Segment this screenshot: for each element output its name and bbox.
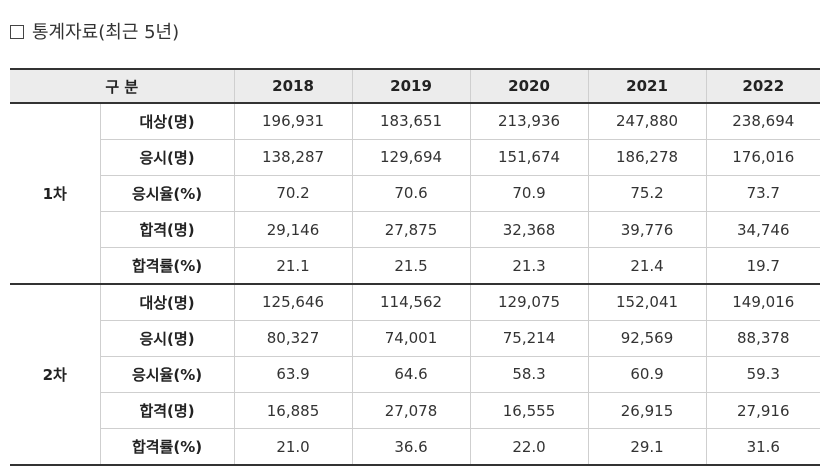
table-cell: 186,278 [587, 138, 707, 176]
row-label: 응시율(%) [100, 174, 235, 213]
group-label: 1차 [10, 102, 101, 285]
table-cell: 32,368 [469, 211, 589, 249]
section-title: 통계자료(최근 5년) [10, 18, 179, 44]
table-cell: 114,562 [351, 283, 471, 321]
table-cell: 59.3 [705, 355, 821, 394]
table-cell: 58.3 [469, 355, 589, 394]
table-cell: 36.6 [351, 428, 471, 466]
table-row: 합격(명) 16,885 27,078 16,555 26,915 27,916 [10, 391, 821, 430]
table-cell: 196,931 [233, 102, 353, 140]
table-cell: 70.2 [233, 174, 353, 213]
table-cell: 125,646 [233, 283, 353, 321]
header-category: 구 분 [10, 68, 235, 104]
table-cell: 29.1 [587, 428, 707, 466]
table-row: 2차 대상(명) 125,646 114,562 129,075 152,041… [10, 283, 821, 466]
table-header-row: 구 분 2018 2019 2020 2021 2022 [10, 68, 821, 104]
table-cell: 247,880 [587, 102, 707, 140]
table-cell: 27,916 [705, 391, 821, 430]
table-row: 합격률(%) 21.1 21.5 21.3 21.4 19.7 [10, 247, 821, 285]
group-label: 2차 [10, 283, 101, 466]
table-cell: 70.9 [469, 174, 589, 213]
table-cell: 151,674 [469, 138, 589, 176]
table-cell: 31.6 [705, 428, 821, 466]
table-row: 1차 대상(명) 196,931 183,651 213,936 247,880… [10, 102, 821, 285]
table-cell: 74,001 [351, 319, 471, 357]
table-row: 응시율(%) 63.9 64.6 58.3 60.9 59.3 [10, 355, 821, 394]
empty-square-icon [10, 24, 24, 39]
header-year: 2022 [705, 68, 821, 104]
table-cell: 70.6 [351, 174, 471, 213]
row-label: 응시(명) [100, 319, 235, 357]
table-cell: 75,214 [469, 319, 589, 357]
table-cell: 16,885 [233, 391, 353, 430]
header-year: 2020 [469, 68, 589, 104]
row-label: 합격률(%) [100, 247, 235, 285]
table-cell: 73.7 [705, 174, 821, 213]
header-year: 2021 [587, 68, 707, 104]
table-cell: 152,041 [587, 283, 707, 321]
table-cell: 19.7 [705, 247, 821, 285]
table-row: 응시율(%) 70.2 70.6 70.9 75.2 73.7 [10, 174, 821, 213]
table-cell: 183,651 [351, 102, 471, 140]
table-cell: 22.0 [469, 428, 589, 466]
section-title-text: 통계자료(최근 5년) [32, 22, 180, 43]
table-cell: 39,776 [587, 211, 707, 249]
header-year: 2019 [351, 68, 471, 104]
table-cell: 63.9 [233, 355, 353, 394]
table-cell: 21.3 [469, 247, 589, 285]
row-label: 대상(명) [99, 102, 235, 140]
table-cell: 149,016 [705, 283, 821, 321]
table-row: 합격(명) 29,146 27,875 32,368 39,776 34,746 [10, 211, 821, 249]
row-label: 대상(명) [99, 283, 235, 321]
table-cell: 75.2 [587, 174, 707, 213]
table-cell: 60.9 [587, 355, 707, 394]
row-label: 합격률(%) [100, 428, 235, 466]
table-row: 합격률(%) 21.0 36.6 22.0 29.1 31.6 [10, 428, 821, 466]
table-row: 응시(명) 80,327 74,001 75,214 92,569 88,378 [10, 319, 821, 357]
table-cell: 64.6 [351, 355, 471, 394]
row-label: 합격(명) [100, 391, 235, 430]
table-cell: 21.4 [587, 247, 707, 285]
table-cell: 92,569 [587, 319, 707, 357]
row-label: 합격(명) [100, 211, 235, 249]
table-cell: 176,016 [705, 138, 821, 176]
table-cell: 238,694 [705, 102, 821, 140]
table-cell: 21.5 [351, 247, 471, 285]
table-cell: 213,936 [469, 102, 589, 140]
table-cell: 21.1 [233, 247, 353, 285]
table-cell: 27,078 [351, 391, 471, 430]
row-label: 응시율(%) [100, 355, 235, 394]
table-cell: 34,746 [705, 211, 821, 249]
header-year: 2018 [233, 68, 353, 104]
row-label: 응시(명) [100, 138, 235, 176]
table-cell: 138,287 [233, 138, 353, 176]
table-cell: 129,075 [469, 283, 589, 321]
table-cell: 29,146 [233, 211, 353, 249]
table-cell: 80,327 [233, 319, 353, 357]
table-row: 응시(명) 138,287 129,694 151,674 186,278 17… [10, 138, 821, 176]
statistics-table: 구 분 2018 2019 2020 2021 2022 1차 대상(명) 19… [10, 68, 821, 466]
table-cell: 16,555 [469, 391, 589, 430]
table-cell: 88,378 [705, 319, 821, 357]
table-cell: 26,915 [587, 391, 707, 430]
table-cell: 129,694 [351, 138, 471, 176]
table-cell: 21.0 [233, 428, 353, 466]
table-cell: 27,875 [351, 211, 471, 249]
